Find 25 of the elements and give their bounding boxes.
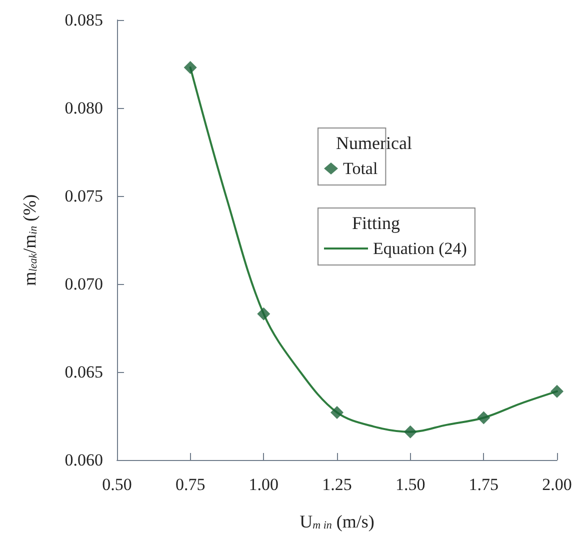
y-tick-label: 0.085 xyxy=(64,10,103,30)
x-tick-label: 2.00 xyxy=(542,475,572,494)
x-tick-label: 1.50 xyxy=(395,475,426,494)
y-tick-label: 0.080 xyxy=(64,98,103,118)
point xyxy=(184,61,197,74)
point xyxy=(330,406,344,419)
point xyxy=(404,425,417,438)
legend-label: Equation (24) xyxy=(373,239,467,258)
x-tick-label: 0.50 xyxy=(102,475,132,494)
x-axis-title: Um in (m/s) xyxy=(300,512,374,532)
y-tick-label: 0.060 xyxy=(64,450,103,470)
y-tick-label: 0.075 xyxy=(64,186,103,206)
x-tick-label: 1.00 xyxy=(248,475,279,494)
point xyxy=(257,307,270,320)
x-tick-label: 1.75 xyxy=(468,475,499,494)
legend-label: Total xyxy=(343,159,378,178)
annotation: Numerical xyxy=(336,133,412,153)
x-tick-label: 0.75 xyxy=(175,475,206,494)
y-tick-label: 0.070 xyxy=(64,274,103,294)
point xyxy=(477,411,490,424)
point xyxy=(550,384,564,398)
annotation: Fitting xyxy=(352,213,400,233)
y-axis-title: mleak/min (%) xyxy=(20,194,40,286)
x-tick-label: 1.25 xyxy=(322,475,352,494)
y-tick-label: 0.065 xyxy=(64,362,103,382)
